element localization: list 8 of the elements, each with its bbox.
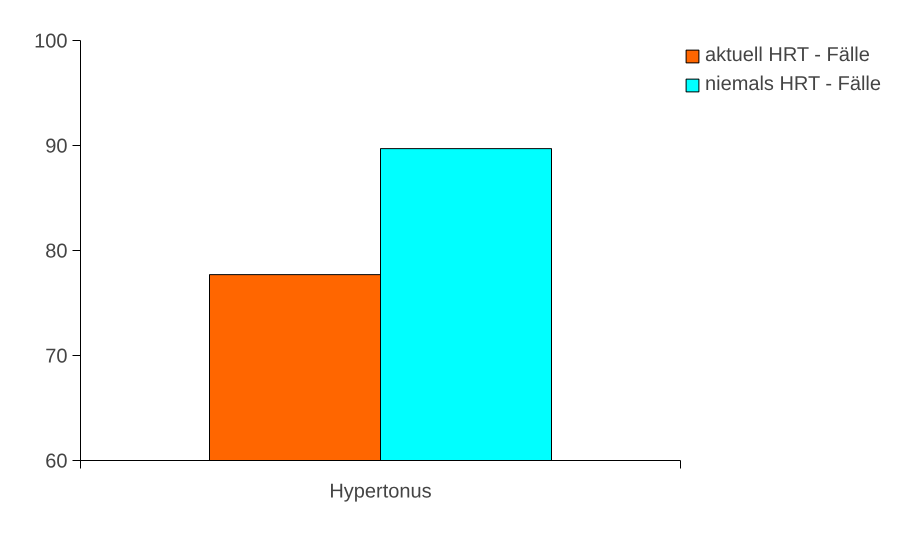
y-tick-label: 80 <box>45 240 68 262</box>
legend-label: aktuell HRT - Fälle <box>705 44 870 67</box>
x-tick-label: Hypertonus <box>329 480 432 502</box>
y-tick-label: 100 <box>34 30 68 52</box>
y-tick-label: 70 <box>45 346 68 368</box>
y-tick-label: 60 <box>45 450 68 472</box>
y-tick-label: 90 <box>45 136 68 158</box>
legend-label: niemals HRT - Fälle <box>705 73 881 96</box>
